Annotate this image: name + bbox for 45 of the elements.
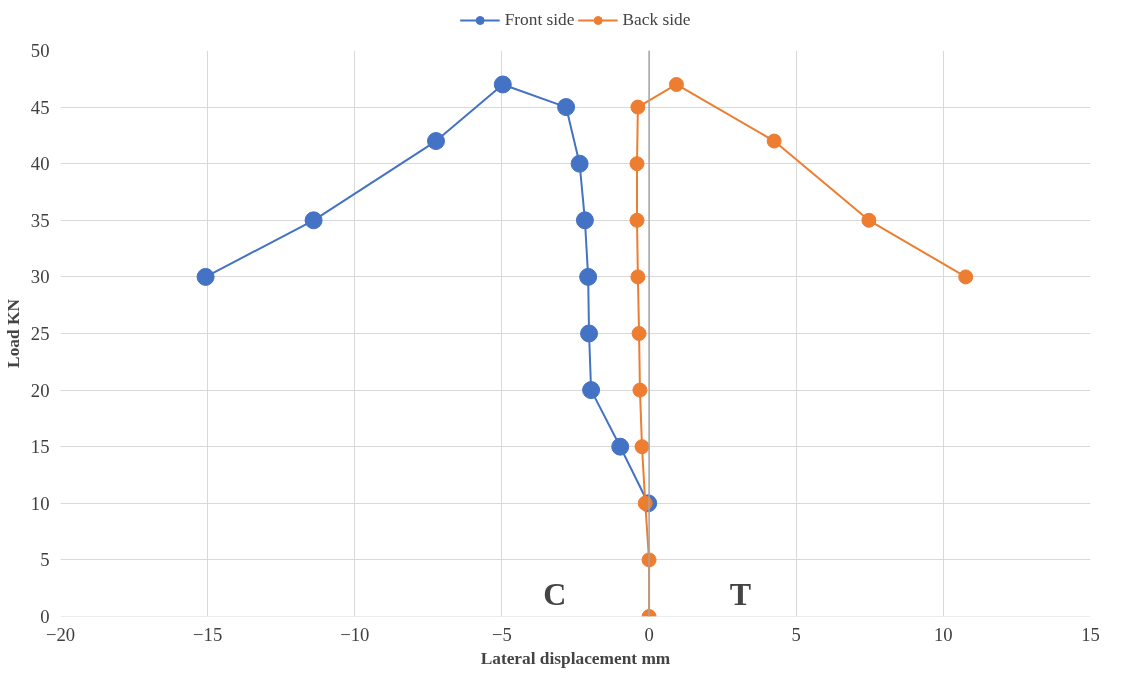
legend-label: Back side bbox=[622, 10, 691, 30]
x-tick-label: 5 bbox=[791, 623, 801, 645]
x-tick-label: −15 bbox=[193, 623, 223, 645]
point bbox=[766, 133, 782, 149]
point bbox=[631, 326, 647, 341]
y-tick-label: 20 bbox=[30, 379, 50, 401]
point bbox=[630, 99, 646, 115]
point bbox=[493, 75, 512, 94]
x-tick-label: −10 bbox=[340, 623, 370, 645]
y-tick-label: 35 bbox=[30, 209, 50, 231]
x-tick-label: 0 bbox=[644, 623, 654, 645]
annotation: C bbox=[543, 575, 567, 612]
y-tick-label: 30 bbox=[30, 266, 50, 288]
x-tick-label: 10 bbox=[934, 623, 953, 645]
point bbox=[579, 267, 598, 286]
y-tick-label: 25 bbox=[30, 323, 50, 344]
y-tick-label: 45 bbox=[30, 96, 50, 118]
legend-label: Front side bbox=[504, 10, 575, 30]
point bbox=[196, 267, 215, 286]
y-tick-label: 40 bbox=[30, 153, 50, 175]
point bbox=[557, 98, 576, 117]
point bbox=[570, 154, 589, 173]
point bbox=[630, 269, 646, 285]
x-tick-label: 15 bbox=[1081, 623, 1100, 645]
y-tick-label: 5 bbox=[40, 549, 50, 571]
point bbox=[304, 211, 323, 230]
point bbox=[958, 269, 974, 285]
annotation: T bbox=[729, 575, 751, 612]
point bbox=[861, 212, 877, 228]
y-tick-label: 10 bbox=[30, 492, 50, 514]
point bbox=[427, 132, 446, 151]
point bbox=[629, 212, 645, 228]
point bbox=[580, 324, 599, 343]
x-tick-label: −5 bbox=[492, 623, 512, 645]
point bbox=[575, 211, 594, 230]
point bbox=[582, 381, 601, 400]
point bbox=[632, 382, 648, 398]
point bbox=[629, 156, 645, 172]
point bbox=[634, 439, 650, 455]
point bbox=[668, 76, 684, 92]
y-tick-label: 50 bbox=[30, 40, 50, 61]
point bbox=[611, 437, 630, 456]
y-tick-label: 15 bbox=[30, 436, 50, 458]
y-axis-title: Load KN bbox=[3, 298, 23, 368]
x-axis-title: Lateral displacement mm bbox=[480, 648, 671, 668]
